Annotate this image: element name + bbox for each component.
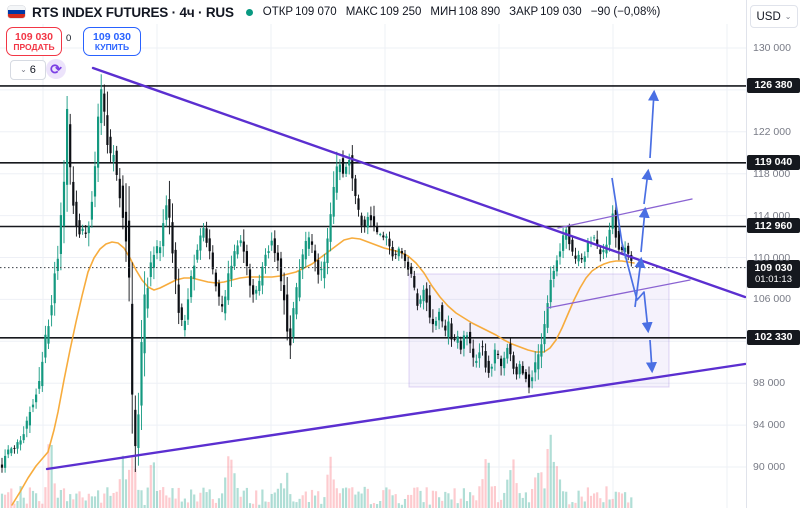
level-price-badge: 126 380 xyxy=(747,77,800,93)
bars-count-dropdown[interactable]: ⌄ 6 xyxy=(10,60,46,80)
axis-price-label: 94 000 xyxy=(753,419,786,432)
axis-price-label: 90 000 xyxy=(753,461,786,473)
sell-button[interactable]: 109 030 ПРОДАТЬ xyxy=(6,27,62,56)
level-price-badge: 119 040 xyxy=(747,154,800,170)
currency-label: USD xyxy=(756,10,781,23)
refresh-button[interactable]: ⟳ xyxy=(46,59,66,79)
current-price-value: 109 030 xyxy=(754,261,793,274)
ohlc-item: МИН 108 890 xyxy=(430,6,501,18)
bar-countdown: 01:01:13 xyxy=(755,274,792,286)
buy-price: 109 030 xyxy=(93,30,131,43)
refresh-icon: ⟳ xyxy=(50,60,62,77)
spread-value: 0 xyxy=(66,33,72,44)
ohlc-item: ЗАКР 109 030 xyxy=(509,6,582,18)
chevron-down-icon: ⌄ xyxy=(20,64,27,74)
level-price-badge: 102 330 xyxy=(747,329,800,345)
russia-flag-icon xyxy=(8,6,25,18)
ohlc-item: МАКС 109 250 xyxy=(345,6,422,18)
buy-label: КУПИТЬ xyxy=(94,41,130,52)
level-price-badge: 112 960 xyxy=(747,218,800,234)
chevron-down-icon: ⌄ xyxy=(784,12,792,21)
ohlc-legend: ОТКР 109 070 МАКС 109 250 МИН 108 890 ЗАКР 109 … xyxy=(263,6,661,18)
price-change: −90 (−0,08%) xyxy=(590,6,661,18)
axis-price-label: 110 000 xyxy=(753,251,791,264)
axis-price-label: 106 000 xyxy=(753,293,791,306)
axis-price-label: 98 000 xyxy=(753,377,786,390)
market-status-dot-icon xyxy=(245,8,253,16)
axis-price-label: 130 000 xyxy=(753,42,791,54)
currency-selector[interactable]: USD ⌄ xyxy=(750,5,798,28)
sell-price: 109 030 xyxy=(15,30,53,43)
price-axis[interactable]: USD ⌄ 109 030 01:01:13 130 000 122 000 118… xyxy=(746,0,800,508)
ohlc-item: ОТКР 109 070 xyxy=(262,6,337,18)
chart-canvas[interactable] xyxy=(0,0,746,508)
sell-label: ПРОДАТЬ xyxy=(13,41,55,52)
current-price-badge: 109 030 01:01:13 xyxy=(747,259,800,288)
axis-price-label: 118 000 xyxy=(753,167,791,180)
bars-count-value: 6 xyxy=(29,64,36,76)
chart-header: RTS INDEX FUTURES · 4ч · RUS ОТКР 109 070… xyxy=(0,0,754,24)
buy-button[interactable]: 109 030 КУПИТЬ xyxy=(83,27,141,56)
axis-price-label: 122 000 xyxy=(753,125,791,138)
symbol-title[interactable]: RTS INDEX FUTURES · 4ч · RUS xyxy=(32,4,234,20)
